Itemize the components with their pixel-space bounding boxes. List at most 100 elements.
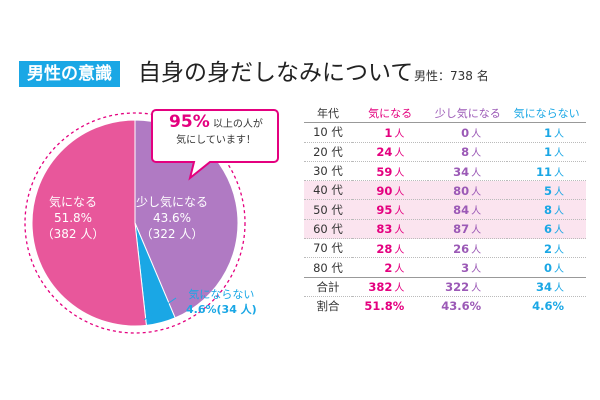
pie-label-not: 気にならない 4.6%(34 人) <box>186 287 257 317</box>
cell-care: 90 人 <box>352 180 429 201</box>
cell-unit: 人 <box>394 225 405 237</box>
cell-not: 4.6% <box>507 296 586 315</box>
cell-value: 3 <box>461 261 470 276</box>
pie-chart <box>24 112 246 334</box>
cell-some: 43.6% <box>428 296 507 315</box>
table-row: 50 代 95 人 84 人 8 人 <box>304 199 586 220</box>
pie-label-not-count: (34 人) <box>216 303 257 316</box>
cell-unit: 人 <box>554 225 564 237</box>
cell-value: 1 <box>543 145 552 160</box>
sample-unit: 名 <box>476 69 489 83</box>
cell-unit: 人 <box>394 206 405 218</box>
cell-unit: 人 <box>394 167 405 179</box>
cell-some: 34 人 <box>428 161 508 182</box>
cell-total-label: 合計 <box>304 276 352 297</box>
cell-value: 28 <box>376 241 393 256</box>
cell-value: 83 <box>376 222 393 237</box>
cell-unit: 人 <box>554 264 564 276</box>
pie-label-not-value: 4.6%(34 人) <box>186 302 257 317</box>
cell-value: 51.8% <box>364 299 405 314</box>
cell-value: 2 <box>543 241 552 256</box>
cell-care: 83 人 <box>352 219 429 240</box>
cell-unit: 人 <box>554 186 564 198</box>
sample-count: 738 <box>450 69 473 83</box>
pie-slice-care <box>31 119 147 327</box>
page-title: 自身の身だしなみについて <box>138 60 414 86</box>
pie-label-care-pct: 51.8% <box>53 211 93 225</box>
cell-age: 30 代 <box>304 161 352 182</box>
cell-care: 28 人 <box>352 238 429 259</box>
cell-unit: 人 <box>554 206 564 218</box>
table-row-ratio: 割合 51.8% 43.6% 4.6% <box>304 296 586 315</box>
table-header-row: 年代 気になる 少し気になる 気にならない <box>304 104 586 124</box>
col-header-age: 年代 <box>304 104 352 124</box>
cell-some: 84 人 <box>428 199 508 220</box>
callout-percent: 95% <box>169 112 210 132</box>
cell-value: 0 <box>543 261 552 276</box>
cell-unit: 人 <box>471 206 482 218</box>
table-row: 30 代 59 人 34 人 11 人 <box>304 161 586 182</box>
cell-value: 80 <box>453 183 470 198</box>
sample-size: 男性：738 名 <box>414 67 489 85</box>
cell-value: 5 <box>543 183 552 198</box>
table-body: 10 代 1 人 0 人 1 人 20 代 24 人 8 人 1 人 30 代 59 人 34 人 11 人 40 代 90… <box>304 122 586 315</box>
col-header-some: 少し気になる <box>428 104 508 124</box>
table-row: 20 代 24 人 8 人 1 人 <box>304 142 586 162</box>
cell-value: 84 <box>453 203 470 218</box>
table-row: 60 代 83 人 87 人 6 人 <box>304 219 586 240</box>
data-table: 年代 気になる 少し気になる 気にならない 10 代 1 人 0 人 1 人 20 代 24 人 8… <box>304 104 586 315</box>
cell-unit: 人 <box>554 148 564 160</box>
pie-label-care-name: 気になる <box>48 195 97 209</box>
cell-unit: 人 <box>394 264 405 276</box>
pie-label-care-count: （382 人） <box>41 227 105 241</box>
cell-value: 95 <box>376 203 393 218</box>
cell-unit: 人 <box>554 167 564 179</box>
cell-age: 70 代 <box>304 238 352 259</box>
cell-unit: 人 <box>554 244 564 256</box>
cell-ratio-label: 割合 <box>316 299 340 314</box>
col-header-not: 気にならない <box>507 104 586 124</box>
pie-label-some-pct: 43.6% <box>152 211 192 225</box>
header: 男性の意識 自身の身だしなみについて 男性：738 名 <box>0 0 600 100</box>
cell-age: 10 代 <box>304 122 352 143</box>
table-row: 40 代 90 人 80 人 5 人 <box>304 180 586 201</box>
cell-some: 87 人 <box>428 219 508 240</box>
cell-unit: 人 <box>394 148 405 160</box>
callout-bubble <box>151 109 279 181</box>
cell-care: 24 人 <box>352 142 429 162</box>
cell-value: 1 <box>543 125 552 140</box>
cell-unit: 人 <box>471 186 482 198</box>
cell-age: 50 代 <box>304 199 352 220</box>
cell-age: 20 代 <box>304 142 352 162</box>
cell-unit: 人 <box>471 244 482 256</box>
cell-value: 2 <box>384 261 393 276</box>
cell-value: 4.6% <box>532 299 564 314</box>
cell-value: 8 <box>543 203 552 218</box>
cell-value: 11 <box>535 164 552 179</box>
cell-not: 34 人 <box>507 276 586 297</box>
cell-value: 24 <box>376 145 393 160</box>
pie-label-care: 気になる 51.8% （382 人） <box>38 194 108 242</box>
callout-line1: 以上の人が <box>212 119 263 130</box>
cell-unit: 人 <box>471 167 482 179</box>
callout-line2: 気にしています！ <box>176 135 256 146</box>
cell-value: 6 <box>543 222 552 237</box>
cell-care: 59 人 <box>352 161 429 182</box>
cell-unit: 人 <box>554 128 564 140</box>
cell-value: 8 <box>461 145 470 160</box>
cell-unit: 人 <box>394 128 405 140</box>
cell-unit: 人 <box>471 283 482 295</box>
cell-unit: 人 <box>394 186 405 198</box>
cell-age: 60 代 <box>304 219 352 240</box>
cell-value: 34 <box>453 164 470 179</box>
